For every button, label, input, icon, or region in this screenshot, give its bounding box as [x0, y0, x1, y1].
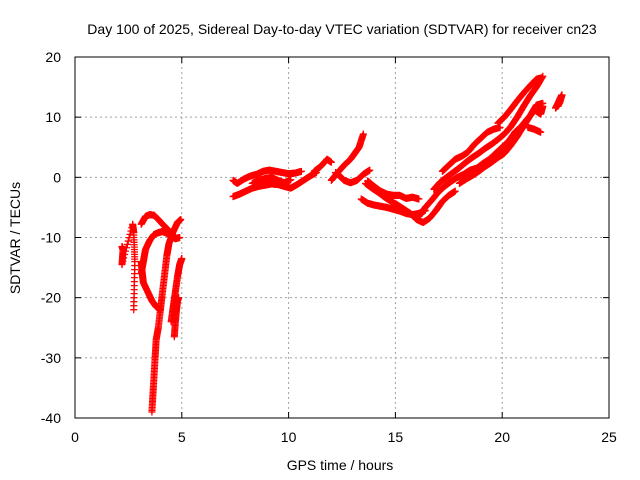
x-tick-label: 0 [71, 429, 79, 445]
data-point [539, 102, 547, 110]
data-point [177, 215, 185, 223]
series-track-n [364, 177, 423, 203]
data-point [122, 247, 130, 255]
data-point [297, 167, 305, 175]
data-point [121, 250, 129, 258]
y-tick-label: 20 [45, 49, 61, 65]
x-tick-label: 20 [494, 429, 510, 445]
series-track-e [148, 215, 185, 416]
data-point [554, 102, 562, 110]
series-track-p [361, 179, 459, 226]
x-tick-label: 25 [601, 429, 617, 445]
series-track-u [494, 74, 545, 127]
x-tick-label: 5 [178, 429, 186, 445]
data-point [359, 130, 367, 138]
series-track-s [438, 123, 504, 175]
data-point [537, 128, 545, 136]
series-track-m [332, 166, 374, 187]
data-point [415, 195, 423, 203]
y-tick-label: -10 [41, 230, 61, 246]
y-tick-label: -30 [41, 350, 61, 366]
data-point [123, 240, 131, 248]
y-tick-label: -20 [41, 290, 61, 306]
y-axis-label: SDTVAR / TECUs [7, 182, 23, 294]
series-track-g [167, 255, 186, 326]
y-tick-label: 0 [53, 169, 61, 185]
data-points [118, 72, 566, 416]
series-track-j [248, 173, 295, 187]
data-point [124, 237, 132, 245]
series-track-k [310, 155, 335, 175]
data-point [537, 74, 545, 82]
series-track-v [524, 123, 545, 136]
series-track-w [532, 102, 547, 118]
series-track-r [430, 72, 547, 193]
y-tick-label: -40 [41, 410, 61, 426]
data-point [287, 176, 295, 184]
series-track-i [229, 166, 305, 187]
data-point [119, 257, 127, 265]
data-point [366, 166, 374, 174]
x-tick-label: 10 [281, 429, 297, 445]
x-axis-label: GPS time / hours [287, 457, 394, 473]
data-point [126, 230, 134, 238]
data-point [122, 244, 130, 252]
series-track-a [118, 220, 139, 314]
data-point [120, 254, 128, 262]
x-tick-label: 15 [388, 429, 404, 445]
data-point [451, 187, 459, 195]
data-point [130, 306, 138, 314]
series-track-x [552, 91, 566, 112]
chart-title: Day 100 of 2025, Sidereal Day-to-day VTE… [87, 21, 597, 37]
plot-frame [74, 56, 610, 419]
y-tick-label: 10 [45, 109, 61, 125]
data-point [327, 158, 335, 166]
series-track-t [455, 99, 547, 187]
data-point [118, 261, 126, 269]
data-point [178, 255, 186, 263]
axis-ticks: 0 5 10 15 20 25 -40 -30 -20 -10 0 10 20 [41, 49, 617, 445]
